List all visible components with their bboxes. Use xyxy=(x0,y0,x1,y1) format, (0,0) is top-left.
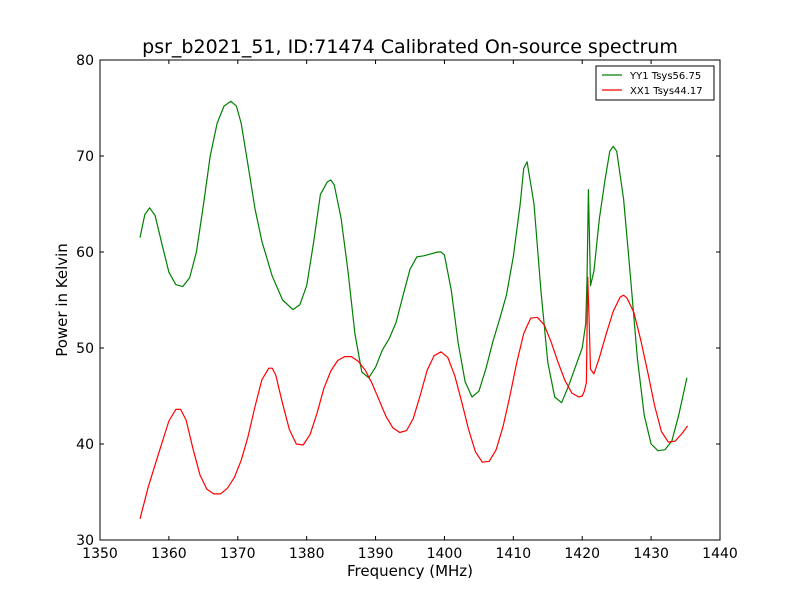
x-tick-label: 1440 xyxy=(702,546,738,562)
x-tick-label: 1400 xyxy=(427,546,463,562)
x-tick-label: 1360 xyxy=(151,546,187,562)
series-line-2 xyxy=(139,276,689,520)
x-tick-label: 1410 xyxy=(496,546,532,562)
chart-title: psr_b2021_51, ID:71474 Calibrated On-sou… xyxy=(142,36,678,58)
y-tick-label: 40 xyxy=(76,437,94,453)
legend-label-1: YY1 Tsys56.75 xyxy=(629,71,701,82)
x-tick-label: 1390 xyxy=(358,546,394,562)
y-tick-label: 70 xyxy=(76,149,94,165)
x-tick-label: 1370 xyxy=(220,546,256,562)
ticks-layer: 1350 1360 1370 1380 1390 1400 1410 1420 1430 1440… xyxy=(76,53,738,562)
y-axis-title: Power in Kelvin xyxy=(53,243,71,357)
plot-area xyxy=(100,60,720,540)
legend: YY1 Tsys56.75 XX1 Tsys44.17 xyxy=(595,65,715,101)
legend-box xyxy=(595,65,715,101)
plot-frame xyxy=(99,59,721,541)
x-tick-label: 1350 xyxy=(82,546,118,562)
y-tick-label: 60 xyxy=(76,245,94,261)
series-layer xyxy=(139,100,689,520)
x-tick-label: 1420 xyxy=(564,546,600,562)
x-tick-label: 1430 xyxy=(633,546,669,562)
y-tick-label: 80 xyxy=(76,53,94,69)
series-line-1 xyxy=(139,100,688,452)
y-tick-label: 30 xyxy=(76,533,94,549)
x-axis-title: Frequency (MHz) xyxy=(347,562,473,580)
y-tick-label: 50 xyxy=(76,341,94,357)
legend-label-2: XX1 Tsys44.17 xyxy=(630,86,703,97)
x-tick-label: 1380 xyxy=(289,546,325,562)
